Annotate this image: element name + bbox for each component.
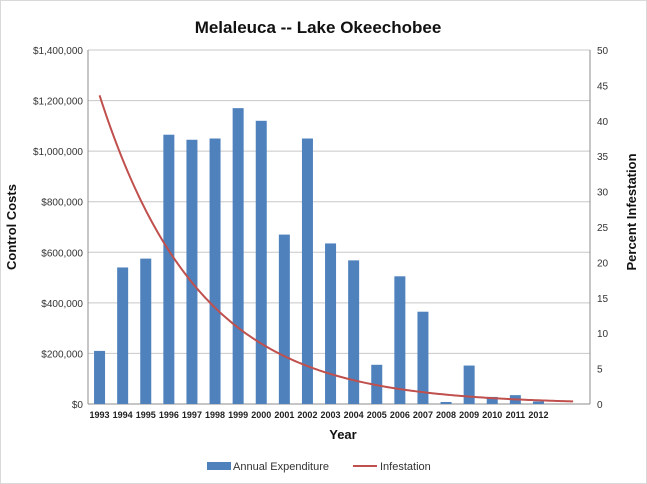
y-axis-left-ticks: $0 $200,000 $400,000 $600,000 $800,000 $1,000…	[33, 46, 83, 411]
bar-2009	[463, 365, 475, 404]
x-tick-label: 2004	[344, 410, 364, 420]
bar-1998	[209, 138, 221, 404]
y-axis-label: Control Costs	[4, 184, 19, 270]
bar-2004	[348, 260, 360, 404]
y-tick-label: $200,000	[41, 349, 83, 360]
bar-1994	[117, 267, 129, 404]
y-tick-label: $1,400,000	[33, 46, 83, 57]
chart-title: Melaleuca -- Lake Okeechobee	[195, 18, 442, 37]
bar-2001	[278, 234, 290, 404]
legend-label-infestation: Infestation	[380, 461, 431, 473]
x-tick-label: 2000	[251, 410, 271, 420]
x-tick-label: 1994	[113, 410, 133, 420]
x-tick-label: 2006	[390, 410, 410, 420]
bar-1997	[186, 139, 198, 404]
x-tick-label: 1995	[136, 410, 156, 420]
x-tick-label: 2012	[528, 410, 548, 420]
line-series-infestation	[98, 95, 574, 403]
y2-tick-label: 10	[597, 329, 609, 340]
y2-tick-label: 15	[597, 294, 609, 305]
x-tick-label: 1997	[182, 410, 202, 420]
y-tick-label: $1,200,000	[33, 97, 83, 108]
x-tick-label: 2011	[506, 410, 526, 420]
y-tick-label: $600,000	[41, 248, 83, 259]
x-tick-label: 2005	[367, 410, 387, 420]
y2-tick-label: 20	[597, 258, 609, 269]
bar-1999	[232, 108, 244, 405]
legend-swatch-annual-expenditure	[207, 462, 231, 470]
y2-tick-label: 0	[597, 400, 603, 411]
legend: Annual Expenditure Infestation	[207, 461, 431, 473]
y2-tick-label: 50	[597, 46, 609, 57]
x-tick-label: 2003	[321, 410, 341, 420]
y-tick-label: $400,000	[41, 299, 83, 310]
y2-tick-label: 25	[597, 223, 609, 234]
x-tick-label: 2007	[413, 410, 433, 420]
bar-2003	[325, 243, 337, 404]
x-tick-label: 1993	[90, 410, 110, 420]
x-tick-label: 1998	[205, 410, 225, 420]
bar-2012	[532, 401, 544, 404]
y-tick-label: $0	[72, 400, 84, 411]
legend-label-annual-expenditure: Annual Expenditure	[233, 461, 329, 473]
bar-2002	[301, 138, 313, 404]
y2-tick-label: 40	[597, 117, 609, 128]
bar-series-annual-expenditure	[94, 108, 544, 405]
x-tick-label: 2008	[436, 410, 456, 420]
x-tick-label: 2002	[297, 410, 317, 420]
y-tick-label: $800,000	[41, 198, 83, 209]
x-axis-label: Year	[329, 427, 356, 442]
y2-tick-label: 5	[597, 365, 603, 376]
bar-2000	[255, 120, 267, 405]
x-tick-label: 2009	[459, 410, 479, 420]
x-axis-ticks: 1993 1994 1995 1996 1997 1998 1999 2000 2001 2002…	[90, 410, 549, 420]
y2-tick-label: 30	[597, 188, 609, 199]
bar-2010	[486, 396, 498, 404]
y2-tick-label: 35	[597, 152, 609, 163]
x-tick-label: 2010	[482, 410, 502, 420]
bar-2008	[440, 401, 452, 404]
x-tick-label: 2001	[274, 410, 294, 420]
y2-tick-label: 45	[597, 81, 609, 92]
y2-axis-label: Percent Infestation	[624, 153, 639, 270]
bar-2006	[394, 276, 406, 404]
bar-2007	[417, 311, 429, 404]
bar-1995	[140, 258, 152, 404]
y-axis-right-ticks: 0 5 10 15 20 25 30 35 40 45 50	[597, 46, 609, 411]
x-tick-label: 1996	[159, 410, 179, 420]
bar-1993	[94, 350, 106, 404]
bar-1996	[163, 134, 175, 404]
x-tick-label: 1999	[228, 410, 248, 420]
y-tick-label: $1,000,000	[33, 147, 83, 158]
